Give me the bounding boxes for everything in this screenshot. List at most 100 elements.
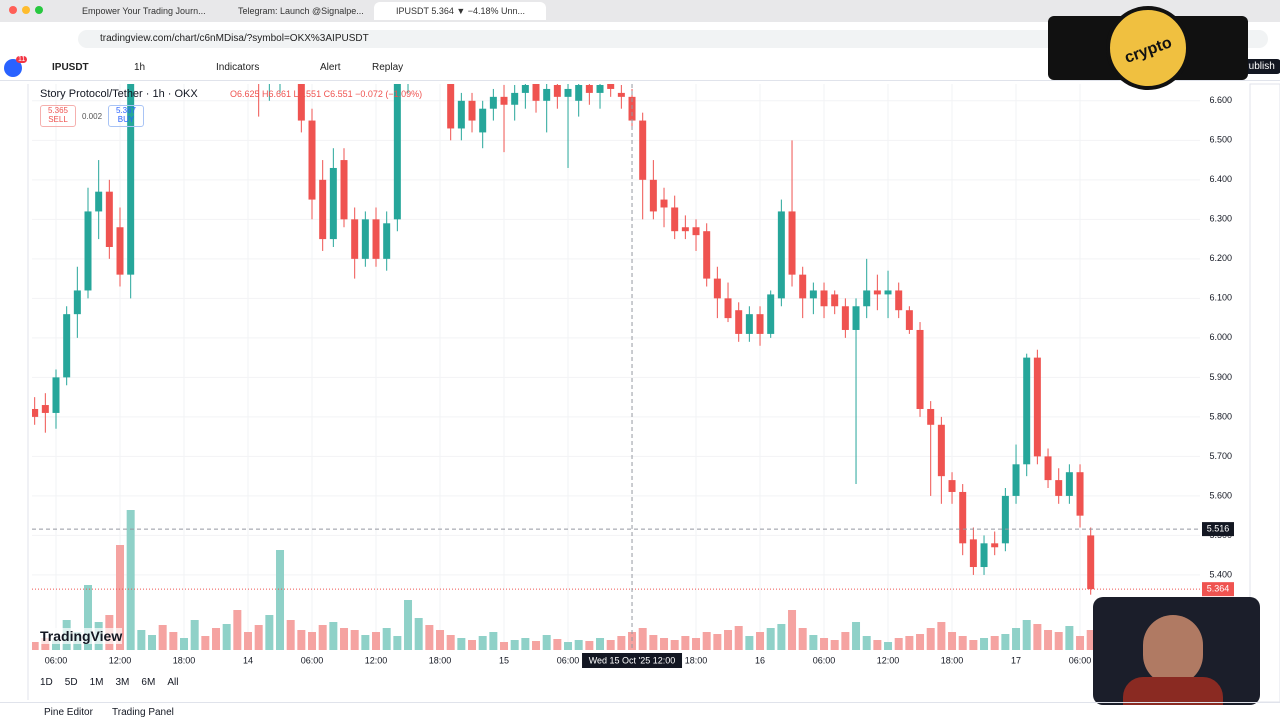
volume-bar xyxy=(873,640,882,650)
alert[interactable]: Alert xyxy=(320,62,341,73)
volume-bar xyxy=(340,628,349,650)
interval[interactable]: 1h xyxy=(134,62,146,73)
buy-button[interactable]: 5.367 BUY xyxy=(108,105,144,127)
x-tick-label: 15 xyxy=(499,655,509,665)
candle-body xyxy=(863,290,871,307)
x-tick-label: 18:00 xyxy=(173,655,196,665)
candle-body xyxy=(703,231,711,279)
candle-body xyxy=(948,480,956,492)
candle-body xyxy=(457,100,465,129)
candle-body xyxy=(809,290,817,299)
candle-body xyxy=(980,543,988,568)
sell-button[interactable]: 5.365 SELL xyxy=(40,105,76,127)
candle-body xyxy=(841,306,849,330)
sell-price: 5.365 xyxy=(47,106,69,115)
x-tick-label: 06:00 xyxy=(557,655,580,665)
volume-bar xyxy=(585,641,594,650)
candle-body xyxy=(521,85,529,93)
volume-bar xyxy=(457,638,466,650)
last-price-tag xyxy=(1202,582,1234,597)
candle-body xyxy=(489,96,497,109)
candle-body xyxy=(1087,535,1095,590)
footer: Pine Editor Trading Panel xyxy=(0,702,1280,720)
url-field[interactable] xyxy=(78,30,1268,48)
candle-body xyxy=(447,84,455,129)
candle-body xyxy=(372,219,380,259)
volume-bar xyxy=(1033,624,1042,650)
x-tick-label: 06:00 xyxy=(1069,655,1092,665)
replay[interactable]: Replay xyxy=(372,62,404,73)
volume-bar xyxy=(830,640,839,650)
candle-body xyxy=(319,179,327,240)
close-dot[interactable] xyxy=(9,6,17,14)
avatar[interactable] xyxy=(4,59,22,77)
volume-bar xyxy=(990,636,999,650)
candle-body xyxy=(777,211,785,299)
footer-tab[interactable]: Pine Editor xyxy=(44,707,93,718)
candle-body xyxy=(41,405,49,413)
range-button[interactable]: 1M xyxy=(89,677,104,688)
indicators[interactable]: Indicators xyxy=(216,62,260,73)
candle-body xyxy=(1033,357,1041,457)
candle-body xyxy=(852,306,860,330)
candle-body xyxy=(479,108,487,133)
volume-bar xyxy=(32,642,39,650)
volume-bar xyxy=(606,640,615,650)
footer-tab[interactable]: Trading Panel xyxy=(112,707,174,718)
crosshair-time-label: Wed 15 Oct '25 12:00 xyxy=(589,655,676,665)
range-button[interactable]: 1D xyxy=(40,677,53,688)
candle-body xyxy=(393,84,401,220)
chart-title: Story Protocol/Tether · 1h · OKX xyxy=(40,88,198,100)
tab-active[interactable]: IPUSDT 5.364 ▼ −4.18% Unn... xyxy=(374,2,546,20)
volume-bar xyxy=(148,635,157,650)
max-dot[interactable] xyxy=(35,6,43,14)
webcam xyxy=(1093,597,1260,705)
x-tick-label: 06:00 xyxy=(813,655,836,665)
x-tick-label: 18:00 xyxy=(941,655,964,665)
volume-bar xyxy=(1044,630,1053,650)
candle-body xyxy=(895,290,903,311)
candle-body xyxy=(127,84,135,275)
candle-body xyxy=(884,290,892,295)
volume-bar xyxy=(798,628,807,650)
range-button[interactable]: 3M xyxy=(115,677,130,688)
range-button[interactable]: 6M xyxy=(141,677,156,688)
volume-bar xyxy=(361,635,370,650)
volume-bar xyxy=(969,640,978,650)
candle-body xyxy=(905,310,913,330)
tab[interactable]: Empower Your Trading Journ... xyxy=(82,6,206,16)
volume-bar xyxy=(126,510,135,650)
x-tick-label: 14 xyxy=(243,655,253,665)
volume-bar xyxy=(393,636,402,650)
volume-bar xyxy=(948,632,957,650)
volume-bar xyxy=(382,628,391,650)
y-tick-label: 5.400 xyxy=(1209,569,1232,579)
volume-bar xyxy=(820,638,829,650)
x-tick-label: 17 xyxy=(1011,655,1021,665)
range-button[interactable]: 5D xyxy=(64,677,78,688)
candle-body xyxy=(340,160,348,220)
volume-bar xyxy=(905,636,914,650)
x-tick-label: 16 xyxy=(755,655,765,665)
volume-bar xyxy=(446,635,455,650)
volume-bar xyxy=(521,638,530,650)
tab[interactable]: Telegram: Launch @Signalpe... xyxy=(238,6,364,16)
candle-body xyxy=(1076,472,1084,516)
volume-bar xyxy=(596,638,605,650)
min-dot[interactable] xyxy=(22,6,30,14)
candle-body xyxy=(1023,357,1031,465)
y-tick-label: 6.400 xyxy=(1209,174,1232,184)
volume-bar xyxy=(564,642,573,650)
symbol[interactable]: IPUSDT xyxy=(52,62,89,73)
volume-bar xyxy=(1086,630,1095,650)
volume-bar xyxy=(276,550,285,650)
volume-bar xyxy=(809,635,818,650)
browser-tabs: Empower Your Trading Journ... Telegram: … xyxy=(0,0,1280,22)
volume-bar xyxy=(244,632,253,650)
range-button[interactable]: All xyxy=(167,677,179,688)
volume-bar xyxy=(52,640,61,650)
candle-body xyxy=(969,539,977,568)
volume-bar xyxy=(670,640,679,650)
volume-bar xyxy=(1054,632,1063,650)
url[interactable]: tradingview.com/chart/c6nMDisa/?symbol=O… xyxy=(100,33,369,44)
